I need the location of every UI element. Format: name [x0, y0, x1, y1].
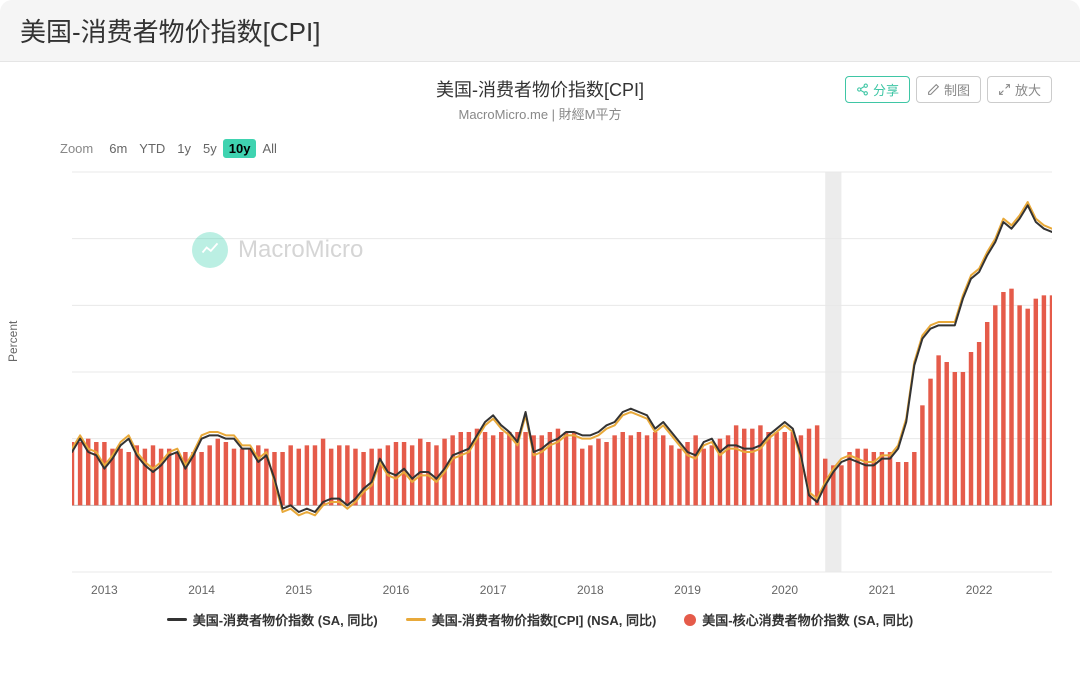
- expand-button[interactable]: 放大: [987, 76, 1052, 103]
- zoom-opt-1y[interactable]: 1y: [171, 139, 197, 158]
- legend-item-1[interactable]: 美国-消费者物价指数 (SA, 同比): [167, 610, 378, 629]
- svg-text:2018: 2018: [577, 583, 604, 597]
- zoom-opt-6m[interactable]: 6m: [103, 139, 133, 158]
- zoom-opt-10y[interactable]: 10y: [223, 139, 257, 158]
- pencil-icon: [927, 83, 940, 96]
- expand-icon: [998, 83, 1011, 96]
- svg-text:2013: 2013: [91, 583, 118, 597]
- legend-item-2[interactable]: 美国-消费者物价指数[CPI] (NSA, 同比): [406, 610, 657, 629]
- svg-text:2015: 2015: [285, 583, 312, 597]
- plot-wrap: MacroMicro -2024681020132014201520162017…: [72, 162, 1032, 602]
- share-icon: [856, 83, 869, 96]
- legend-swatch-2: [406, 618, 426, 621]
- zoom-opt-All[interactable]: All: [256, 139, 282, 158]
- svg-text:2022: 2022: [966, 583, 993, 597]
- legend-swatch-3: [684, 614, 696, 626]
- expand-label: 放大: [1015, 80, 1041, 99]
- chart-top-row: 美国-消费者物价指数[CPI] MacroMicro.me | 財經M平方 分享…: [20, 76, 1060, 123]
- svg-text:2019: 2019: [674, 583, 701, 597]
- y-axis-title: Percent: [6, 321, 20, 362]
- action-buttons: 分享 制图 放大: [845, 76, 1052, 103]
- share-label: 分享: [873, 80, 899, 99]
- share-button[interactable]: 分享: [845, 76, 910, 103]
- svg-text:2020: 2020: [771, 583, 798, 597]
- zoom-row: Zoom 6mYTD1y5y10yAll: [20, 141, 1060, 156]
- legend-item-3[interactable]: 美国-核心消费者物价指数 (SA, 同比): [684, 610, 913, 629]
- zoom-opt-5y[interactable]: 5y: [197, 139, 223, 158]
- svg-text:2016: 2016: [383, 583, 410, 597]
- draw-label: 制图: [944, 80, 970, 99]
- chart-plot[interactable]: -202468102013201420152016201720182019202…: [72, 162, 1052, 602]
- page-title: 美国-消费者物价指数[CPI]: [20, 12, 1060, 49]
- svg-text:2014: 2014: [188, 583, 215, 597]
- legend-swatch-1: [167, 618, 187, 621]
- svg-text:2021: 2021: [869, 583, 896, 597]
- legend-label-3: 美国-核心消费者物价指数 (SA, 同比): [702, 610, 913, 629]
- legend: 美国-消费者物价指数 (SA, 同比) 美国-消费者物价指数[CPI] (NSA…: [20, 610, 1060, 629]
- legend-label-1: 美国-消费者物价指数 (SA, 同比): [193, 610, 378, 629]
- chart-area: Percent 美国-消费者物价指数[CPI] MacroMicro.me | …: [0, 62, 1080, 629]
- draw-button[interactable]: 制图: [916, 76, 981, 103]
- zoom-opt-YTD[interactable]: YTD: [133, 139, 171, 158]
- zoom-label: Zoom: [60, 141, 93, 156]
- chart-subtitle: MacroMicro.me | 財經M平方: [20, 104, 1060, 123]
- svg-text:2017: 2017: [480, 583, 507, 597]
- page-header: 美国-消费者物价指数[CPI]: [0, 0, 1080, 62]
- legend-label-2: 美国-消费者物价指数[CPI] (NSA, 同比): [432, 610, 657, 629]
